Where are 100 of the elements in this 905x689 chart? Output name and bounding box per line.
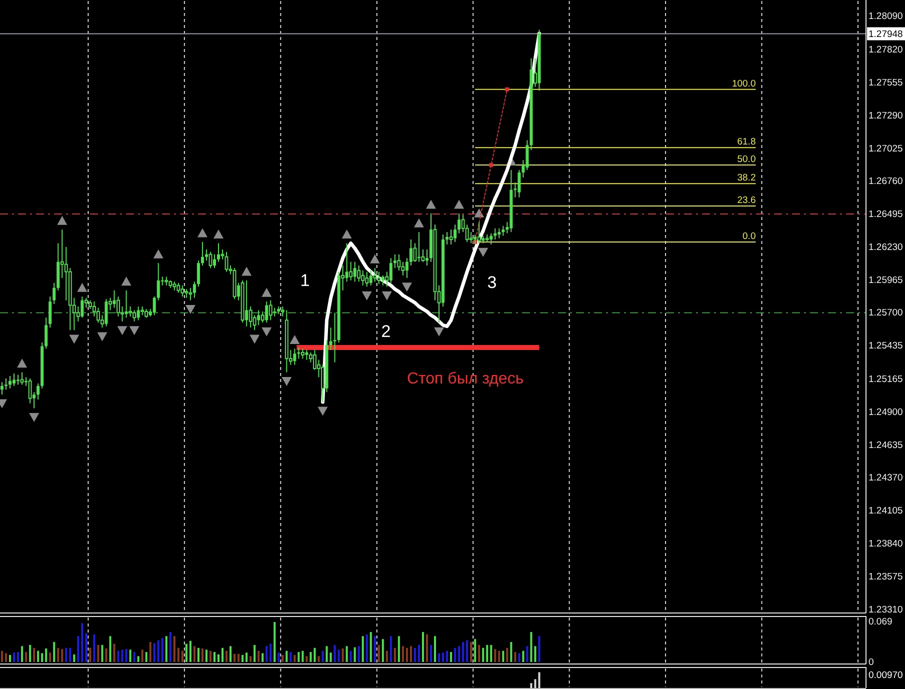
bar (205, 650, 208, 662)
bar (1, 650, 4, 662)
candlestick (96, 307, 100, 324)
candlestick (477, 222, 481, 244)
bar (41, 653, 44, 662)
point (290, 335, 300, 344)
bar (466, 640, 468, 662)
candlestick (389, 258, 392, 284)
bar (121, 650, 124, 662)
point (185, 304, 196, 314)
y-tick-label: 1.23840 (868, 538, 903, 550)
bar (458, 646, 460, 662)
candlestick (345, 242, 348, 282)
bar (33, 648, 36, 662)
bar (334, 644, 336, 662)
ref-line-label: Стоп был здесь (406, 370, 524, 387)
bar (21, 646, 24, 662)
bar (238, 654, 240, 662)
y-tick-label: 1.27555 (868, 77, 903, 88)
y-tick-label: 1.27820 (868, 44, 903, 56)
y-tick-label: 1.25700 (868, 307, 903, 318)
bar (478, 644, 480, 662)
bar (17, 652, 20, 662)
candlestick (369, 270, 372, 286)
bar (394, 648, 396, 662)
y-tick-label: 1.24105 (868, 505, 903, 516)
candlestick (305, 349, 308, 360)
bar (302, 650, 304, 662)
candlestick (425, 248, 428, 266)
candlestick (257, 310, 260, 326)
candlestick (44, 317, 48, 350)
bar (49, 652, 52, 662)
candlestick (405, 258, 408, 278)
bar (474, 639, 476, 662)
bar (526, 646, 528, 662)
bar (354, 647, 356, 662)
point (426, 200, 436, 209)
candlestick (449, 229, 453, 245)
bar (382, 639, 384, 662)
candlestick (192, 281, 196, 298)
candlestick (293, 348, 296, 366)
candlestick (124, 290, 128, 318)
y-tick-label: 1.23575 (868, 570, 903, 582)
candlestick (494, 228, 497, 240)
point (29, 412, 40, 422)
candlestick (300, 348, 304, 360)
annotation: 100.0 (732, 78, 756, 89)
point (434, 327, 444, 336)
point (474, 208, 484, 218)
candlestick (200, 241, 204, 266)
bar (57, 648, 60, 662)
candlestick (152, 296, 156, 316)
candlestick (413, 242, 417, 262)
bar (406, 648, 408, 662)
bar (450, 652, 452, 662)
point (454, 200, 464, 209)
point (262, 327, 272, 336)
candlestick (12, 373, 16, 386)
bar (318, 656, 320, 662)
candlestick (381, 274, 384, 286)
annotation: 3 (487, 272, 497, 292)
bar (137, 656, 140, 662)
point (282, 376, 292, 386)
bar (69, 648, 72, 662)
candlestick (36, 382, 40, 400)
bar (246, 652, 248, 662)
bar (230, 646, 232, 662)
point (478, 248, 488, 257)
point (97, 332, 108, 342)
bar (454, 648, 456, 662)
candlestick (156, 262, 160, 301)
point (242, 266, 252, 276)
candlestick (16, 374, 20, 386)
bar (310, 652, 312, 662)
bar (294, 654, 296, 662)
bar (398, 636, 400, 662)
bar (494, 649, 496, 662)
candlestick (365, 271, 369, 288)
bar (113, 644, 116, 662)
bar (218, 654, 220, 662)
annotation: 61.8 (737, 136, 756, 148)
bar (117, 650, 120, 662)
candlestick (268, 300, 272, 321)
bar (45, 648, 48, 662)
bar (470, 642, 472, 662)
bar (97, 644, 100, 662)
bar (193, 646, 196, 662)
bar (242, 654, 244, 662)
point (129, 326, 140, 336)
point (121, 276, 132, 286)
bar (133, 652, 136, 662)
bar (85, 633, 88, 662)
candlestick (132, 310, 136, 322)
candlestick (217, 242, 220, 262)
point (342, 230, 352, 239)
candlestick (454, 224, 457, 242)
candlestick (518, 170, 521, 198)
point (362, 291, 372, 300)
y-tick-label: 1.25165 (868, 374, 903, 385)
candlestick (526, 140, 529, 170)
